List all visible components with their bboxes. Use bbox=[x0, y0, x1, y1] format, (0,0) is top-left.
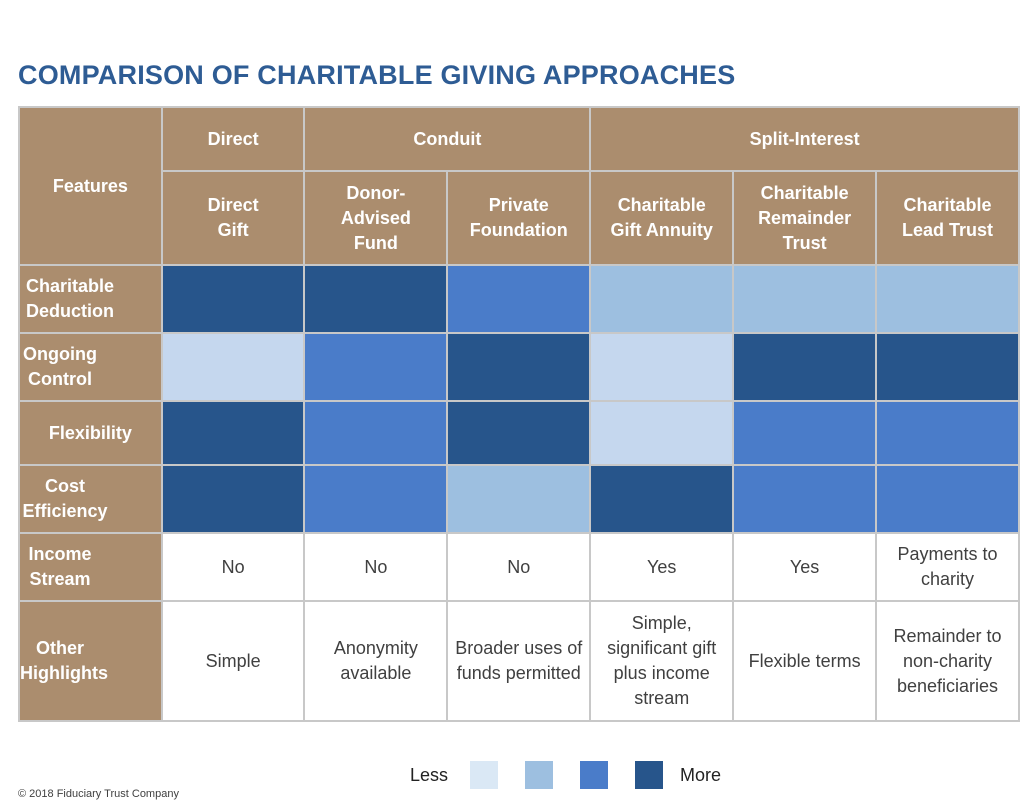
col-direct-gift: Direct Gift bbox=[160, 170, 306, 266]
col-donor-advised-fund: Donor-Advised Fund bbox=[303, 170, 449, 266]
rating-cell bbox=[589, 264, 735, 334]
rating-cell bbox=[875, 464, 1020, 534]
rating-cell bbox=[446, 332, 592, 402]
rating-cell bbox=[446, 400, 592, 466]
rating-cell bbox=[160, 464, 306, 534]
row-label-ongoing-control: Ongoing Control bbox=[18, 332, 163, 402]
table-row: Flexibility bbox=[18, 400, 1020, 466]
col-private-foundation-label: Private Foundation bbox=[469, 195, 568, 240]
page-title: COMPARISON OF CHARITABLE GIVING APPROACH… bbox=[18, 60, 736, 90]
legend-less-label: Less bbox=[410, 764, 449, 785]
table-row: Other Highlights Simple Anonymity availa… bbox=[18, 600, 1020, 722]
value-cell: Simple bbox=[160, 600, 306, 722]
legend-swatch-level-4 bbox=[635, 761, 664, 789]
rating-cell bbox=[732, 332, 878, 402]
row-label-other-highlights: Other Highlights bbox=[18, 600, 163, 722]
table-row: Cost Efficiency bbox=[18, 464, 1020, 534]
rating-cell bbox=[875, 332, 1020, 402]
value-text: Broader uses of funds permitted bbox=[455, 638, 583, 683]
rating-cell bbox=[303, 464, 449, 534]
value-cell: Flexible terms bbox=[732, 600, 878, 722]
legend-swatch-level-2 bbox=[525, 761, 554, 789]
group-split-interest: Split-Interest bbox=[589, 106, 1020, 172]
row-label-text: Ongoing Control bbox=[23, 344, 97, 389]
value-text: Simple, significant gift plus income str… bbox=[607, 613, 717, 708]
row-label-text: Income Stream bbox=[28, 544, 92, 589]
rating-cell bbox=[303, 332, 449, 402]
rating-cell bbox=[732, 464, 878, 534]
value-cell: No bbox=[303, 532, 449, 602]
col-charitable-gift-annuity: Charitable Gift Annuity bbox=[589, 170, 735, 266]
value-text: Payments to charity bbox=[897, 544, 998, 589]
value-cell: Yes bbox=[732, 532, 878, 602]
value-cell: Yes bbox=[589, 532, 735, 602]
value-cell: Simple, significant gift plus income str… bbox=[589, 600, 735, 722]
value-cell: Broader uses of funds permitted bbox=[446, 600, 592, 722]
comparison-table: Features Direct Conduit Split-Interest D… bbox=[18, 106, 1020, 722]
col-charitable-gift-annuity-label: Charitable Gift Annuity bbox=[610, 195, 713, 240]
rating-cell bbox=[446, 264, 592, 334]
rating-cell bbox=[589, 332, 735, 402]
table-row: Charitable Deduction bbox=[18, 264, 1020, 334]
value-cell: No bbox=[446, 532, 592, 602]
value-cell: Payments to charity bbox=[875, 532, 1020, 602]
table-row: Income Stream No No No Yes Yes Payments … bbox=[18, 532, 1020, 602]
value-text: Remainder to non-charity beneficiaries bbox=[893, 625, 1002, 696]
rating-cell bbox=[160, 264, 306, 334]
legend-swatch-level-3 bbox=[580, 761, 609, 789]
group-direct: Direct bbox=[160, 106, 306, 172]
rating-cell bbox=[446, 464, 592, 534]
value-text: Anonymity available bbox=[333, 638, 418, 683]
table-row: Ongoing Control bbox=[18, 332, 1020, 402]
group-header-row: Features Direct Conduit Split-Interest bbox=[18, 106, 1020, 266]
legend-more-label: More bbox=[680, 764, 722, 785]
rating-cell bbox=[875, 264, 1020, 334]
col-charitable-lead-trust-label: Charitable Lead Trust bbox=[902, 195, 994, 240]
column-header-row: Direct Gift Donor-Advised Fund Private F… bbox=[19, 170, 1020, 266]
col-private-foundation: Private Foundation bbox=[446, 170, 592, 266]
row-label-text: Flexibility bbox=[48, 422, 132, 443]
value-cell: No bbox=[160, 532, 306, 602]
rating-cell bbox=[732, 264, 878, 334]
rating-cell bbox=[303, 264, 449, 334]
rating-cell bbox=[160, 400, 306, 466]
col-donor-advised-fund-label: Donor-Advised Fund bbox=[340, 182, 411, 253]
rating-cell bbox=[875, 400, 1020, 466]
rating-cell bbox=[589, 400, 735, 466]
row-label-text: Charitable Deduction bbox=[25, 276, 115, 321]
rating-cell bbox=[303, 400, 449, 466]
row-label-income-stream: Income Stream bbox=[18, 532, 163, 602]
copyright-footer: © 2018 Fiduciary Trust Company bbox=[18, 788, 179, 800]
col-charitable-remainder-trust-label: Charitable Remainder Trust bbox=[758, 182, 852, 253]
value-cell: Remainder to non-charity beneficiaries bbox=[875, 600, 1020, 722]
value-cell: Anonymity available bbox=[303, 600, 449, 722]
rating-cell bbox=[160, 332, 306, 402]
row-label-charitable-deduction: Charitable Deduction bbox=[18, 264, 163, 334]
features-header: Features bbox=[18, 106, 163, 266]
group-conduit: Conduit bbox=[303, 106, 592, 172]
row-label-text: Cost Efficiency bbox=[22, 476, 108, 521]
row-label-flexibility: Flexibility bbox=[18, 400, 163, 466]
legend-swatch-level-1 bbox=[470, 761, 499, 789]
row-label-text: Other Highlights bbox=[20, 638, 108, 683]
legend: Less More bbox=[410, 760, 721, 790]
rating-cell bbox=[732, 400, 878, 466]
col-direct-gift-label: Direct Gift bbox=[207, 195, 259, 240]
row-label-cost-efficiency: Cost Efficiency bbox=[18, 464, 163, 534]
rating-cell bbox=[589, 464, 735, 534]
col-charitable-lead-trust: Charitable Lead Trust bbox=[875, 170, 1020, 266]
col-charitable-remainder-trust: Charitable Remainder Trust bbox=[732, 170, 878, 266]
